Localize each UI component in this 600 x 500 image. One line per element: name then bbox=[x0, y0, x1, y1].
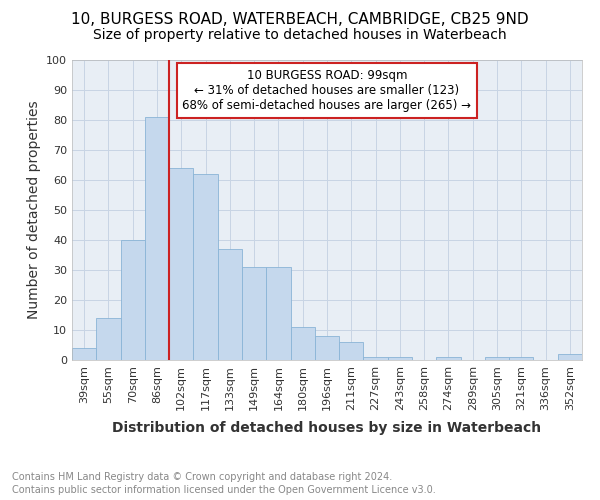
Bar bbox=[169, 168, 193, 360]
Text: 10, BURGESS ROAD, WATERBEACH, CAMBRIDGE, CB25 9ND: 10, BURGESS ROAD, WATERBEACH, CAMBRIDGE,… bbox=[71, 12, 529, 28]
Text: Contains HM Land Registry data © Crown copyright and database right 2024.: Contains HM Land Registry data © Crown c… bbox=[12, 472, 392, 482]
Bar bbox=[558, 354, 582, 360]
Bar bbox=[315, 336, 339, 360]
Bar bbox=[485, 357, 509, 360]
Bar bbox=[436, 357, 461, 360]
Bar bbox=[193, 174, 218, 360]
Bar bbox=[388, 357, 412, 360]
Bar bbox=[121, 240, 145, 360]
Text: Size of property relative to detached houses in Waterbeach: Size of property relative to detached ho… bbox=[93, 28, 507, 42]
Bar bbox=[145, 117, 169, 360]
Y-axis label: Number of detached properties: Number of detached properties bbox=[26, 100, 41, 320]
Bar bbox=[339, 342, 364, 360]
Bar bbox=[72, 348, 96, 360]
Bar bbox=[266, 267, 290, 360]
X-axis label: Distribution of detached houses by size in Waterbeach: Distribution of detached houses by size … bbox=[112, 421, 542, 435]
Bar bbox=[218, 249, 242, 360]
Text: 10 BURGESS ROAD: 99sqm
← 31% of detached houses are smaller (123)
68% of semi-de: 10 BURGESS ROAD: 99sqm ← 31% of detached… bbox=[182, 69, 472, 112]
Bar bbox=[242, 267, 266, 360]
Text: Contains public sector information licensed under the Open Government Licence v3: Contains public sector information licen… bbox=[12, 485, 436, 495]
Bar bbox=[364, 357, 388, 360]
Bar bbox=[509, 357, 533, 360]
Bar bbox=[290, 327, 315, 360]
Bar bbox=[96, 318, 121, 360]
